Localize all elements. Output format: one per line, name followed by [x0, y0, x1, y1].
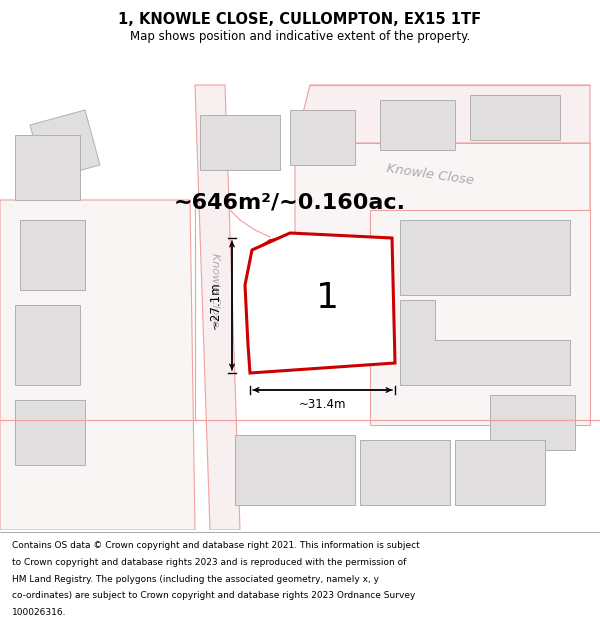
Text: ~31.4m: ~31.4m	[299, 398, 346, 411]
Text: ~27.1m: ~27.1m	[209, 282, 222, 329]
Polygon shape	[400, 300, 570, 385]
Text: 1, KNOWLE CLOSE, CULLOMPTON, EX15 1TF: 1, KNOWLE CLOSE, CULLOMPTON, EX15 1TF	[118, 12, 482, 27]
Text: co-ordinates) are subject to Crown copyright and database rights 2023 Ordnance S: co-ordinates) are subject to Crown copyr…	[12, 591, 415, 600]
Polygon shape	[470, 95, 560, 140]
Polygon shape	[455, 440, 545, 505]
Text: Contains OS data © Crown copyright and database right 2021. This information is : Contains OS data © Crown copyright and d…	[12, 541, 420, 551]
Polygon shape	[15, 400, 85, 465]
Polygon shape	[380, 100, 455, 150]
Polygon shape	[245, 233, 395, 373]
Polygon shape	[0, 200, 195, 530]
Polygon shape	[490, 395, 575, 450]
Polygon shape	[235, 435, 355, 505]
Text: Map shows position and indicative extent of the property.: Map shows position and indicative extent…	[130, 30, 470, 43]
Polygon shape	[295, 143, 590, 340]
Polygon shape	[290, 110, 355, 165]
Polygon shape	[360, 440, 450, 505]
Text: HM Land Registry. The polygons (including the associated geometry, namely x, y: HM Land Registry. The polygons (includin…	[12, 574, 379, 584]
Text: Knowle Close: Knowle Close	[210, 253, 220, 327]
Polygon shape	[195, 85, 240, 530]
Polygon shape	[370, 210, 590, 425]
Polygon shape	[295, 85, 590, 245]
Polygon shape	[400, 220, 570, 295]
Polygon shape	[20, 220, 85, 290]
Polygon shape	[200, 115, 280, 170]
Polygon shape	[15, 135, 80, 200]
Text: 100026316.: 100026316.	[12, 608, 67, 617]
Text: 1: 1	[316, 281, 339, 315]
Text: ~646m²/~0.160ac.: ~646m²/~0.160ac.	[174, 193, 406, 213]
Polygon shape	[15, 305, 80, 385]
Text: to Crown copyright and database rights 2023 and is reproduced with the permissio: to Crown copyright and database rights 2…	[12, 558, 406, 567]
Polygon shape	[30, 110, 100, 180]
Text: Knowle Close: Knowle Close	[385, 162, 475, 188]
